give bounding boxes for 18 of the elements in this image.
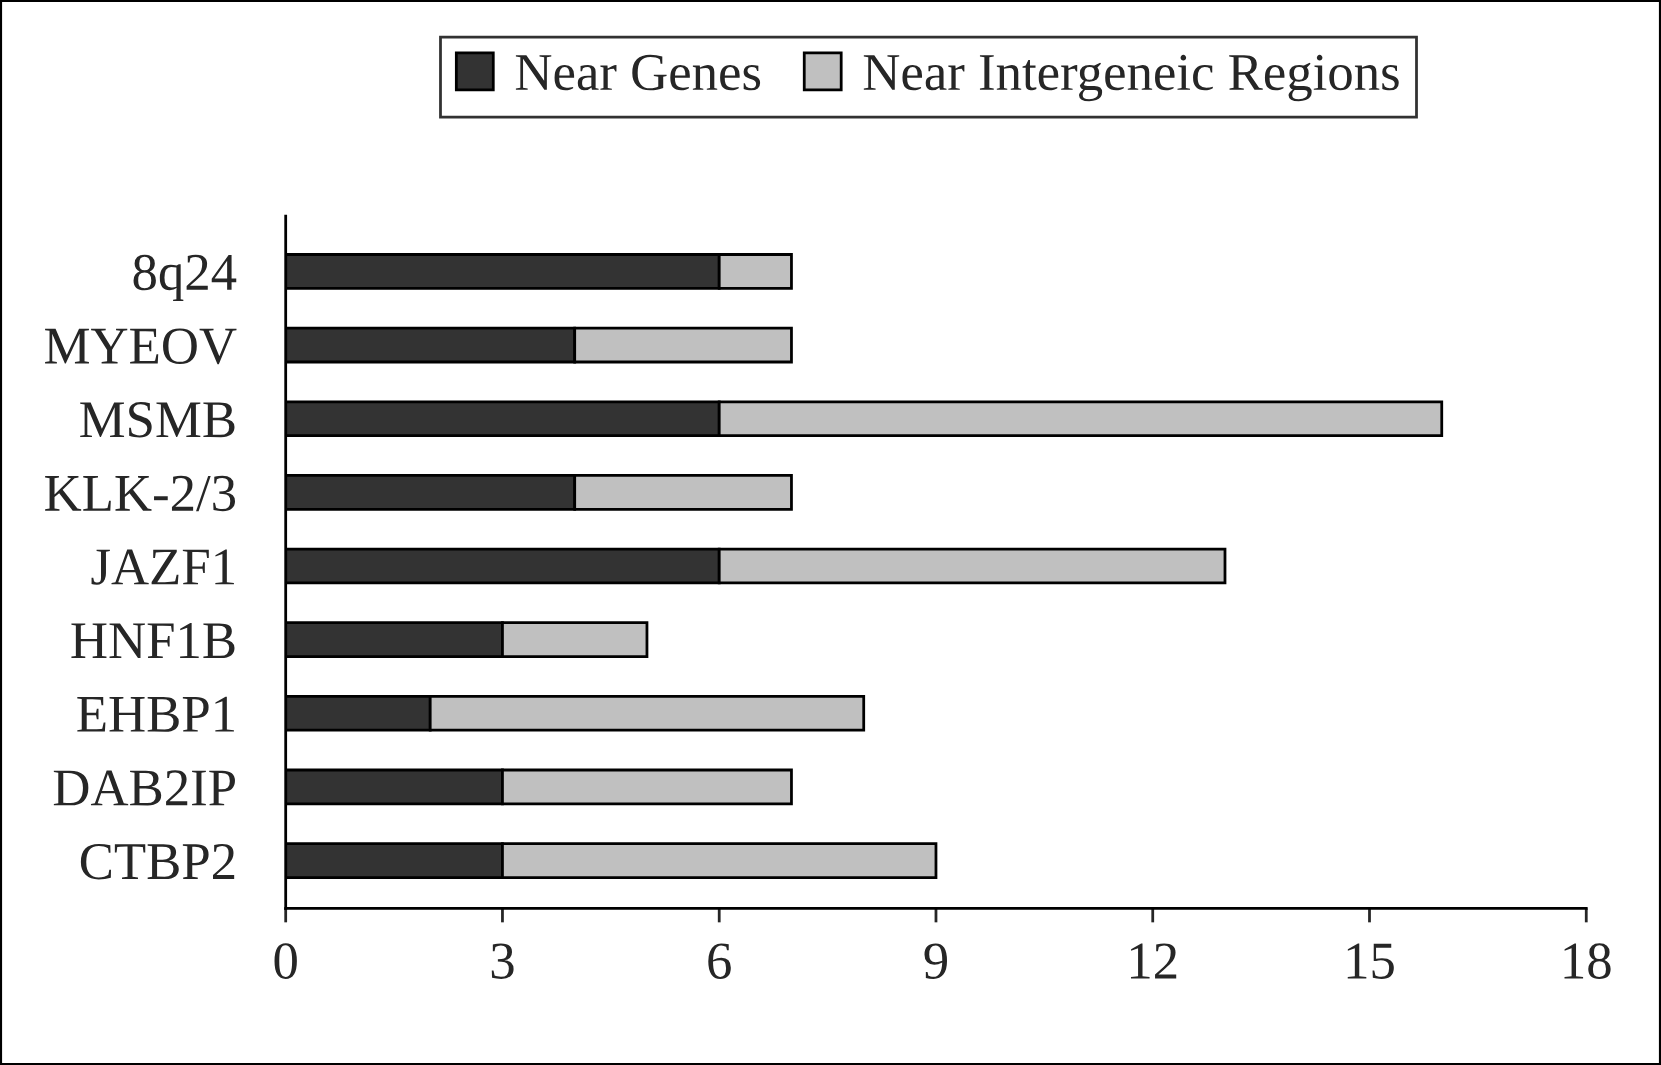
y-tick-label: CTBP2 — [80, 843, 235, 880]
x-tick-label: 3 — [491, 943, 514, 979]
x-tick-label: 12 — [1130, 943, 1177, 979]
y-tick-label: MSMB — [80, 402, 235, 438]
y-tick-label: KLK-2/3 — [45, 475, 236, 512]
x-tick-label: 6 — [708, 943, 731, 979]
x-tick-label: 18 — [1564, 943, 1611, 979]
x-tick-label: 15 — [1347, 943, 1394, 979]
x-tick-label: 0 — [274, 943, 297, 979]
y-tick-label: MYEOV — [45, 328, 237, 365]
legend-label: Near Genes — [515, 54, 761, 91]
y-tick-label: DAB2IP — [53, 770, 235, 806]
y-tick-label: 8q24 — [133, 254, 237, 301]
legend-label: Near Intergeneic Regions — [863, 54, 1399, 102]
y-tick-label: EHBP1 — [77, 696, 234, 732]
x-tick-label: 9 — [924, 943, 948, 979]
y-tick-label: JAZF1 — [91, 549, 234, 585]
y-tick-label: HNF1B — [71, 623, 235, 659]
